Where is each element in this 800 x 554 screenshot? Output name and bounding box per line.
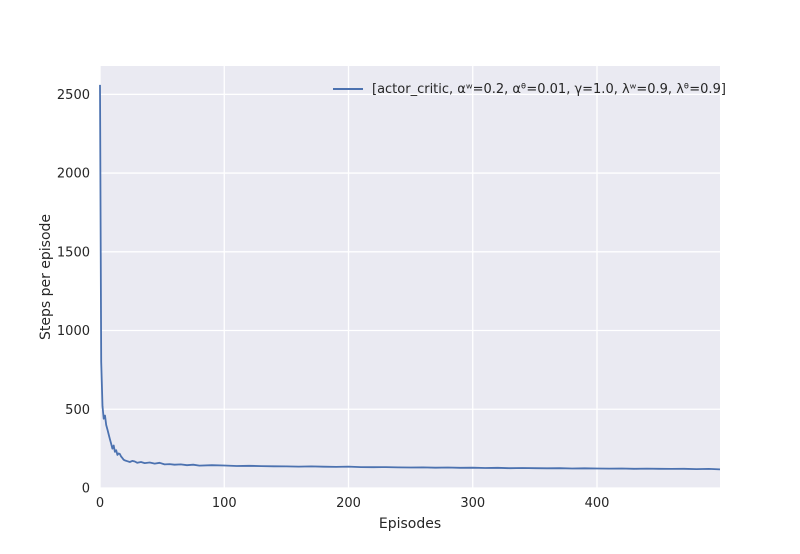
x-tick-label: 200 [336,496,361,511]
series-layer [99,84,721,471]
y-tick-label: 0 [82,482,90,497]
legend: [actor_critic, αʷ=0.2, αᶿ=0.01, γ=1.0, λ… [333,82,726,97]
y-tick-label: 500 [65,403,90,418]
x-tick-label: 100 [212,496,237,511]
x-tick-label: 400 [585,496,610,511]
plot-background [100,66,720,488]
x-tick-label: 300 [460,496,485,511]
y-tick-label: 1500 [57,245,90,260]
x-tick-label: 0 [96,496,104,511]
tick-labels: 0 100 200 300 400 0 500 1000 1500 2000 2500 [57,88,610,511]
legend-entry-label: [actor_critic, αʷ=0.2, αᶿ=0.01, γ=1.0, λ… [372,82,726,97]
y-tick-label: 1000 [57,324,90,339]
y-axis-label: Steps per episode [38,214,54,340]
grid-lines [99,66,720,489]
y-tick-label: 2000 [57,167,90,182]
series-line-0 [99,84,721,471]
x-axis-label: Episodes [379,516,441,532]
y-tick-label: 2500 [57,88,90,103]
